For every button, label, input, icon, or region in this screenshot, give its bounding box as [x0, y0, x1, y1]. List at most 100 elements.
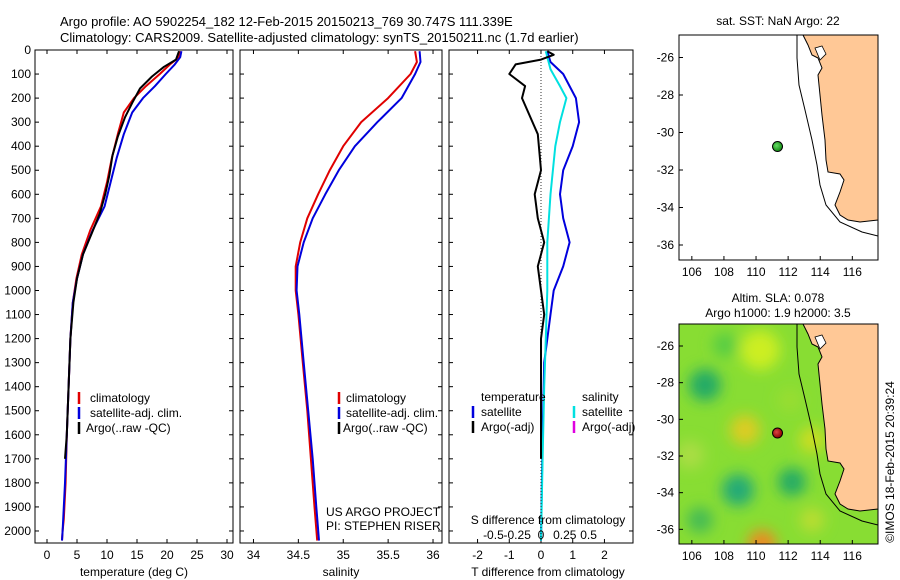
lon-tick-label: 112 — [779, 265, 798, 279]
y-tick-label: 200 — [11, 91, 31, 105]
lon-tick-label: 106 — [682, 265, 702, 279]
temperature-lines — [61, 50, 183, 541]
credit-pi: PI: STEPHEN RISER — [326, 519, 441, 533]
series-line-satellite — [540, 50, 568, 541]
y-tick-label: 1200 — [4, 332, 31, 346]
legend-label-climatology: climatology — [346, 391, 406, 405]
legend-label-s-satellite: satellite — [582, 405, 623, 419]
legend-label-climatology: climatology — [90, 391, 150, 405]
lat-tick-label: -30 — [657, 126, 675, 140]
y-tick-label: 600 — [11, 187, 31, 201]
x-tick-label: -2 — [472, 548, 483, 562]
sst-float-marker — [772, 141, 784, 153]
y-tick-label: 1800 — [4, 476, 31, 490]
sla-map-title-1: Altim. SLA: 0.078 — [732, 291, 825, 305]
y-tick-label: 700 — [11, 211, 31, 225]
lat-tick-label: -36 — [657, 522, 675, 536]
salinity-diff-ticklabels: -0.5 -0.25 0 0.25 0.5 — [483, 528, 597, 542]
temperature-plot-frame — [34, 49, 234, 544]
x-tick-label: -1 — [504, 548, 515, 562]
y-tick-label: 1400 — [4, 380, 31, 394]
y-tick-label: 400 — [11, 139, 31, 153]
x-tick-label: 5 — [74, 548, 81, 562]
y-tick-label: 1100 — [5, 308, 31, 322]
lon-tick-label: 108 — [714, 549, 734, 563]
x-tick-label: 20 — [160, 548, 174, 562]
lon-tick-label: 108 — [714, 265, 734, 279]
lon-tick-label: 110 — [746, 265, 765, 279]
salinity-axis: 34 34.5 35 35.5 36 — [240, 49, 442, 562]
lat-tick-label: -36 — [657, 238, 675, 252]
salinity-panel: 34 34.5 35 35.5 36 salinity climatology sate… — [239, 49, 443, 579]
difference-xlabel: T difference from climatology — [471, 565, 625, 579]
difference-legend: temperature satellite Argo(-adj) salinit… — [471, 390, 635, 434]
lon-tick-label: 106 — [682, 549, 702, 563]
lon-tick-label: 110 — [746, 549, 765, 563]
s-diff-tick-label: 0.5 — [580, 528, 597, 542]
temperature-legend: climatology satellite-adj. clim. Argo(..… — [77, 391, 182, 435]
lon-tick-label: 112 — [779, 549, 798, 563]
sst-map-frame — [678, 34, 879, 261]
sla-land — [802, 324, 878, 512]
lon-tick-label: 114 — [811, 549, 830, 563]
legend-label-t-satellite: satellite — [481, 405, 522, 419]
s-diff-tick-label: -0.25 — [504, 528, 532, 542]
lat-tick-label: -26 — [657, 339, 675, 353]
x-tick-label: 30 — [220, 548, 234, 562]
sst-map-title: sat. SST: NaN Argo: 22 — [716, 14, 840, 28]
y-tick-label: 100 — [11, 67, 31, 81]
y-tick-label: 800 — [11, 235, 31, 249]
s-diff-tick-label: 0 — [538, 528, 545, 542]
lat-tick-label: -26 — [657, 51, 675, 65]
difference-lines — [508, 50, 581, 543]
y-tick-label: 900 — [11, 259, 31, 273]
series-line-satellite — [540, 50, 581, 541]
salinity-xlabel: salinity — [323, 565, 360, 579]
temperature-panel: 0100200300400500600700800900100011001200… — [4, 43, 234, 579]
legend-title-salinity: salinity — [582, 390, 619, 404]
sla-map-frame — [678, 323, 879, 545]
lon-tick-label: 116 — [843, 549, 862, 563]
x-tick-label: 34.5 — [287, 548, 311, 562]
legend-label-s-argo: Argo(-adj) — [582, 420, 635, 434]
salinity-legend: climatology satellite-adj. clim. Argo(..… — [337, 391, 438, 435]
imos-stamp: ©IMOS 18-Feb-2015 20:39:24 — [883, 381, 897, 543]
sla-coast-detail — [814, 334, 827, 350]
sla-field — [679, 330, 825, 544]
legend-label-t-argo: Argo(-adj) — [481, 420, 534, 434]
sst-map: sat. SST: NaN Argo: 22 106 108 110 112 114 11… — [657, 14, 879, 280]
lat-tick-label: -32 — [657, 449, 675, 463]
sst-coast-detail — [814, 45, 827, 61]
salinity-plot-frame — [239, 49, 443, 544]
sla-map-title-2: Argo h1000: 1.9 h2000: 3.5 — [705, 306, 851, 320]
s-diff-tick-label: 0.25 — [553, 528, 577, 542]
sla-float-marker — [772, 427, 784, 439]
x-tick-label: 35 — [337, 548, 351, 562]
x-tick-label: 1 — [569, 548, 576, 562]
y-tick-label: 1000 — [4, 283, 31, 297]
y-tick-label: 1900 — [4, 500, 31, 514]
lat-tick-label: -28 — [657, 376, 675, 390]
y-tick-label: 300 — [11, 115, 31, 129]
sst-map-axes: 106 108 110 112 114 116 -26 -28 -30 -32 -34 -36 — [657, 51, 863, 280]
x-tick-label: 34 — [247, 548, 261, 562]
y-tick-label: 0 — [24, 43, 31, 57]
credit-project: US ARGO PROJECT — [326, 505, 441, 519]
x-tick-label: 15 — [130, 548, 144, 562]
legend-label-argo: Argo(..raw -QC) — [343, 421, 428, 435]
depth-axis: 0 100 200 300 400 500 600 700 800 900 1000 1100 1200… — [4, 43, 31, 538]
y-tick-label: 2000 — [4, 524, 31, 538]
difference-xlabel-top: S difference from climatology — [471, 513, 626, 527]
legend-title-temperature: temperature — [481, 390, 546, 404]
lat-tick-label: -32 — [657, 163, 675, 177]
x-tick-label: 35.5 — [376, 548, 400, 562]
lat-tick-label: -30 — [657, 412, 675, 426]
sst-land — [802, 35, 878, 223]
y-tick-label: 1600 — [4, 428, 31, 442]
lat-tick-label: -34 — [657, 201, 675, 215]
lon-tick-label: 116 — [843, 265, 862, 279]
y-tick-label: 1500 — [4, 404, 31, 418]
sst-shelf-contour — [796, 35, 878, 237]
series-line-satellite-adj-clim- — [295, 51, 422, 541]
sla-shelf-contour — [796, 324, 878, 526]
